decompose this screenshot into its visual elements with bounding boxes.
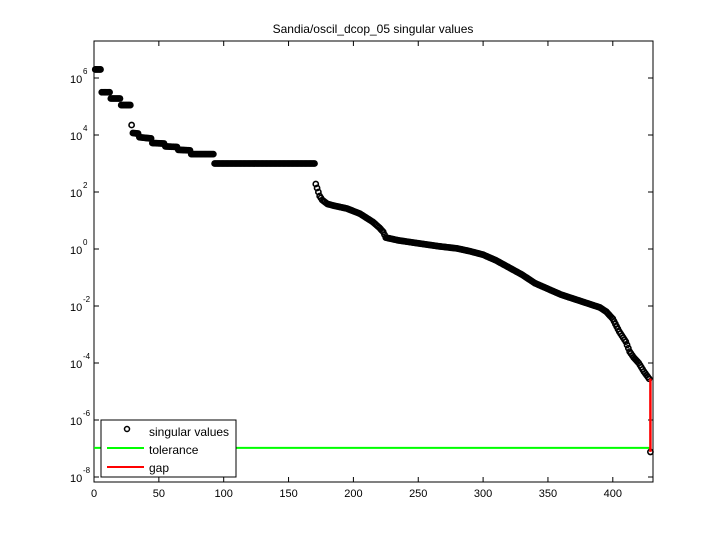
- y-tick-exponent: 0: [83, 238, 88, 247]
- legend-marker-circle-icon: [123, 425, 131, 433]
- y-tick-label: 10: [70, 416, 82, 428]
- data-point: [622, 338, 630, 346]
- data-point: [311, 160, 318, 167]
- y-tick-label: 10: [70, 74, 82, 86]
- plot-area: [93, 40, 654, 483]
- y-tick-label: 10: [70, 131, 82, 143]
- data-point: [624, 344, 632, 352]
- data-point: [209, 150, 217, 158]
- y-tick-label: 10: [70, 245, 82, 257]
- x-axis: 0 50 100 150 200 250 300 350 400: [91, 41, 622, 500]
- legend-label-gap: gap: [149, 461, 169, 475]
- legend: singular values tolerance gap: [100, 419, 237, 478]
- legend-label-singular-values: singular values: [149, 425, 229, 439]
- y-tick-label: 10: [70, 473, 82, 485]
- legend-label-tolerance: tolerance: [149, 443, 199, 457]
- chart-title: Sandia/oscil_dcop_05 singular values: [273, 22, 474, 36]
- data-point: [645, 375, 653, 383]
- y-tick-exponent: -4: [83, 352, 91, 361]
- y-tick-exponent: -6: [83, 409, 91, 418]
- data-point: [314, 188, 322, 196]
- data-point: [116, 95, 124, 102]
- y-tick-exponent: -8: [83, 466, 91, 475]
- y-tick-exponent: 2: [83, 181, 88, 190]
- data-point: [97, 66, 104, 73]
- data-point: [623, 341, 631, 349]
- y-tick-exponent: 4: [83, 124, 88, 133]
- data-point: [313, 184, 321, 192]
- x-tick-label: 200: [344, 488, 362, 500]
- y-tick-exponent: -2: [83, 295, 91, 304]
- data-point: [126, 101, 134, 109]
- x-tick-label: 350: [539, 488, 557, 500]
- x-tick-label: 400: [604, 488, 622, 500]
- x-tick-label: 100: [215, 488, 233, 500]
- data-point: [106, 88, 113, 96]
- singular-values-series: [91, 66, 654, 456]
- x-tick-label: 250: [409, 488, 427, 500]
- x-tick-label: 0: [91, 488, 97, 500]
- x-tick-label: 300: [474, 488, 492, 500]
- y-tick-exponent: 6: [83, 67, 88, 76]
- y-tick-label: 10: [70, 302, 82, 314]
- data-point: [312, 180, 320, 188]
- y-tick-label: 10: [70, 359, 82, 371]
- y-tick-label: 10: [70, 188, 82, 200]
- data-point: [128, 121, 136, 129]
- x-tick-label: 150: [279, 488, 297, 500]
- x-tick-label: 50: [153, 488, 165, 500]
